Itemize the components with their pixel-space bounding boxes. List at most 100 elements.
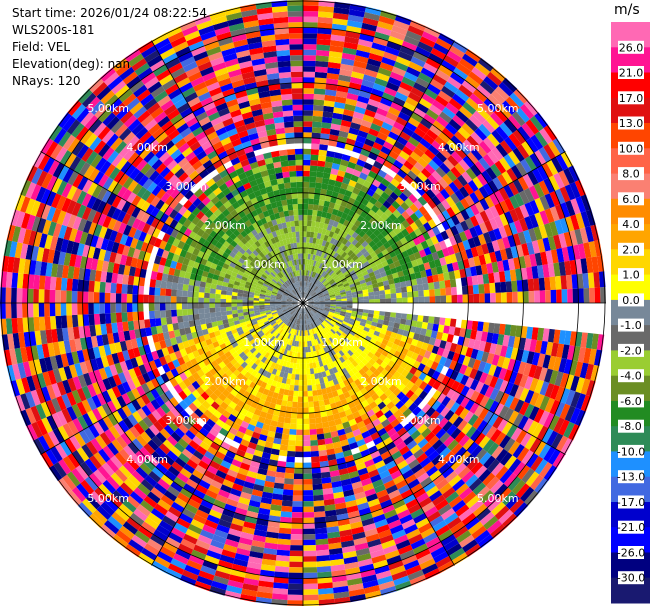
velocity-bin [483,137,496,151]
velocity-bin [307,390,313,397]
velocity-bin [398,111,411,122]
velocity-bin [320,263,325,270]
velocity-bin [337,170,346,178]
velocity-bin [306,295,312,300]
velocity-bin [325,247,331,254]
velocity-bin [320,251,326,258]
velocity-bin [319,138,329,146]
velocity-bin [341,212,348,220]
velocity-bin [311,215,317,222]
velocity-bin [340,58,355,66]
velocity-bin [365,254,373,261]
velocity-bin [402,126,414,137]
velocity-bin [399,45,415,57]
velocity-bin [11,303,17,319]
velocity-bin [303,154,311,160]
velocity-bin [55,277,62,291]
velocity-bin [405,30,422,42]
velocity-bin [428,316,435,324]
velocity-bin [407,297,414,303]
velocity-bin [312,121,322,128]
velocity-bin [171,282,178,290]
velocity-bin [383,51,398,62]
velocity-bin [303,583,318,590]
velocity-bin [377,67,392,77]
velocity-bin [317,205,324,212]
ppi-plot: 1.00km2.00km3.00km4.00km5.00km1.00km2.00… [0,0,606,606]
velocity-bin [422,315,429,323]
velocity-bin [368,128,380,137]
velocity-bin [149,318,157,328]
velocity-bin [451,294,458,303]
velocity-bin [307,281,310,288]
velocity-bin [388,35,404,46]
velocity-bin [556,289,562,303]
velocity-bin [372,82,386,93]
velocity-bin [303,352,306,359]
velocity-bin [433,316,440,325]
velocity-bin [418,296,425,303]
velocity-bin [303,468,312,474]
velocity-bin [435,151,448,163]
velocity-bin [121,303,127,313]
velocity-bin [421,93,435,105]
velocity-bin [303,55,316,61]
velocity-bin [393,187,403,197]
velocity-bin [323,273,329,279]
velocity-bin [424,88,438,100]
velocity-bin [303,27,318,34]
velocity-bin [479,102,494,116]
velocity-bin [307,209,313,216]
velocity-bin [341,231,348,239]
velocity-bin [289,550,303,557]
velocity-bin [220,298,226,303]
velocity-bin [358,90,372,99]
velocity-bin [296,357,301,364]
velocity-bin [303,435,311,441]
velocity-bin [400,286,408,293]
velocity-bin [203,303,210,309]
velocity-bin [292,501,303,507]
velocity-bin [309,276,313,283]
velocity-bin [388,150,399,160]
velocity-bin [313,260,317,267]
velocity-bin [370,147,381,156]
velocity-bin [307,204,314,210]
velocity-bin [445,102,459,115]
velocity-bin [439,280,446,289]
velocity-bin [11,287,17,303]
velocity-bin [457,174,468,187]
velocity-bin [431,195,442,206]
velocity-bin [322,206,329,213]
velocity-bin [303,159,311,166]
velocity-bin [49,303,56,317]
velocity-bin [345,166,355,175]
velocity-bin [466,151,479,165]
velocity-bin [501,100,516,115]
velocity-bin [309,176,317,183]
velocity-bin [423,289,430,297]
velocity-bin [434,288,441,297]
velocity-bin [373,221,381,229]
velocity-bin [434,136,447,148]
velocity-bin [309,231,315,238]
velocity-bin [489,282,496,294]
velocity-bin [499,140,513,154]
velocity-bin [305,281,308,287]
velocity-bin [374,31,390,41]
velocity-bin [71,290,78,303]
velocity-bin [327,184,335,192]
velocity-bin [288,583,303,590]
velocity-bin [314,267,319,273]
velocity-bin [363,296,369,300]
velocity-bin [304,292,306,298]
velocity-bin [209,288,216,294]
velocity-bin [396,169,407,179]
velocity-bin [368,52,383,62]
velocity-bin [490,67,506,82]
velocity-bin [341,52,356,61]
velocity-bin [428,52,444,65]
velocity-bin [500,281,507,293]
velocity-bin [348,258,355,265]
velocity-bin [444,81,459,94]
